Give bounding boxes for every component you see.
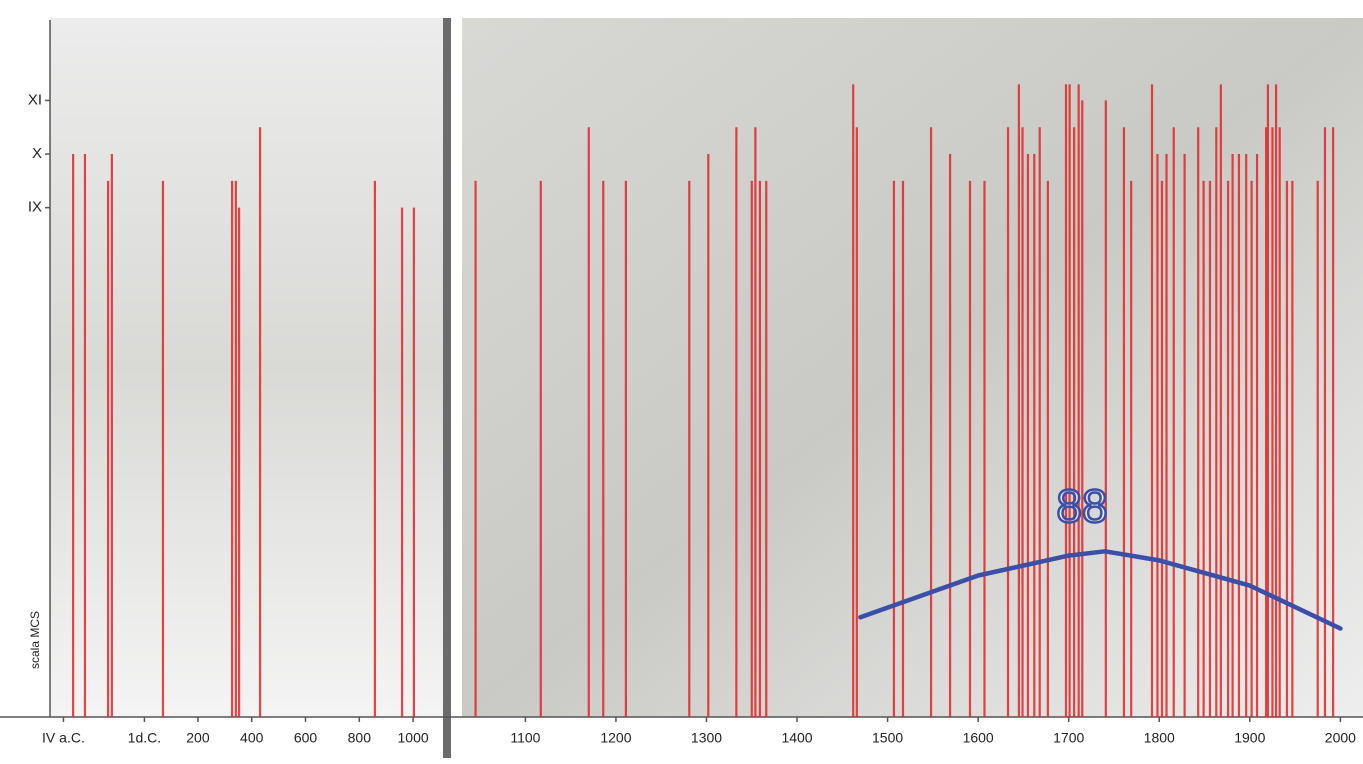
x-tick-label: 400 xyxy=(240,730,264,746)
x-tick-label: 800 xyxy=(348,730,372,746)
y-axis-label: scala MCS xyxy=(28,611,42,669)
x-tick-label: 200 xyxy=(186,730,210,746)
x-tick-label: 1000 xyxy=(398,730,429,746)
panel-divider xyxy=(443,18,451,758)
y-tick-label: IX xyxy=(28,199,42,216)
x-tick-label: IV a.C. xyxy=(42,730,85,746)
x-tick-label: 1300 xyxy=(691,730,722,746)
y-tick-label: X xyxy=(32,145,42,162)
x-tick-label: 1700 xyxy=(1053,730,1084,746)
x-tick-label: 1900 xyxy=(1234,730,1265,746)
y-tick-label: XI xyxy=(28,91,42,108)
x-tick-label: 1d.C. xyxy=(128,730,161,746)
panel-left: IX X XI IV a.C. 1d.C. 200 400 600 800 1000 xyxy=(28,91,429,745)
trend-curve xyxy=(858,549,1343,631)
panel-right: 1100 1200 1300 1400 1500 1600 1700 1800 1900 2000… xyxy=(474,84,1356,746)
x-tick-label: 1600 xyxy=(963,730,994,746)
x-tick-label: 2000 xyxy=(1325,730,1356,746)
x-tick-label: 1100 xyxy=(510,730,540,746)
x-tick-label: 1400 xyxy=(781,730,812,746)
curve-annotation: 88 xyxy=(1056,480,1107,532)
x-tick-label: 600 xyxy=(294,730,318,746)
x-tick-label: 1500 xyxy=(872,730,903,746)
x-tick-label: 1800 xyxy=(1144,730,1175,746)
x-tick-label: 1200 xyxy=(600,730,631,746)
photo-background xyxy=(50,18,444,717)
